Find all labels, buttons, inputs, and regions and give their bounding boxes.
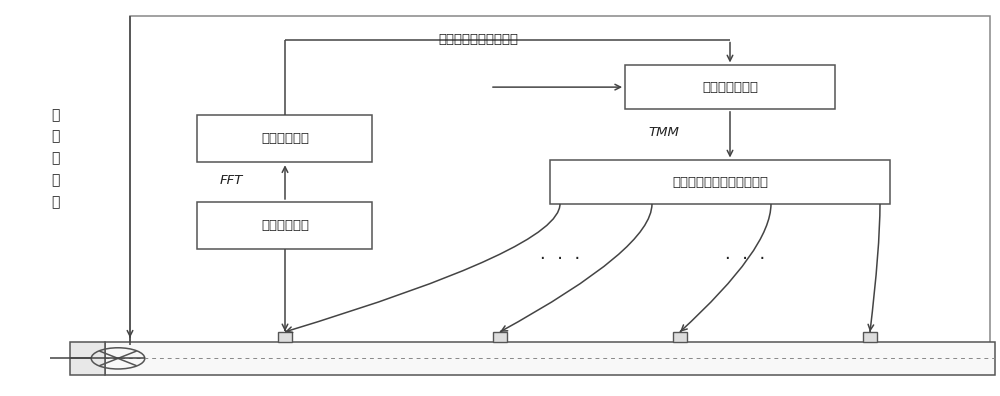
Text: 激励源的识别等效技术: 激励源的识别等效技术 <box>438 33 518 46</box>
Bar <box>625 65 835 109</box>
Text: FFT: FFT <box>220 175 243 187</box>
Text: 频域振动信号: 频域振动信号 <box>261 132 309 145</box>
Text: 时域振动信号: 时域振动信号 <box>261 219 309 232</box>
Text: 知: 知 <box>51 129 59 144</box>
Bar <box>863 332 877 342</box>
Bar <box>550 160 890 204</box>
Bar <box>197 202 372 249</box>
Text: 未: 未 <box>51 108 59 122</box>
Text: TMM: TMM <box>648 126 679 139</box>
Bar <box>278 332 292 342</box>
Text: 源: 源 <box>51 195 59 209</box>
Text: ·  ·  ·: · · · <box>725 250 765 268</box>
Text: 励: 励 <box>51 173 59 187</box>
Text: ·  ·  ·: · · · <box>540 250 580 268</box>
Bar <box>197 115 372 162</box>
Bar <box>493 332 507 342</box>
Text: 管道任意点的动态响应曲线: 管道任意点的动态响应曲线 <box>672 176 768 188</box>
Bar <box>70 342 105 375</box>
Bar <box>130 16 990 345</box>
Bar <box>673 332 687 342</box>
Text: 激励源等效信号: 激励源等效信号 <box>702 81 758 93</box>
Text: 激: 激 <box>51 151 59 166</box>
Bar <box>105 342 995 375</box>
